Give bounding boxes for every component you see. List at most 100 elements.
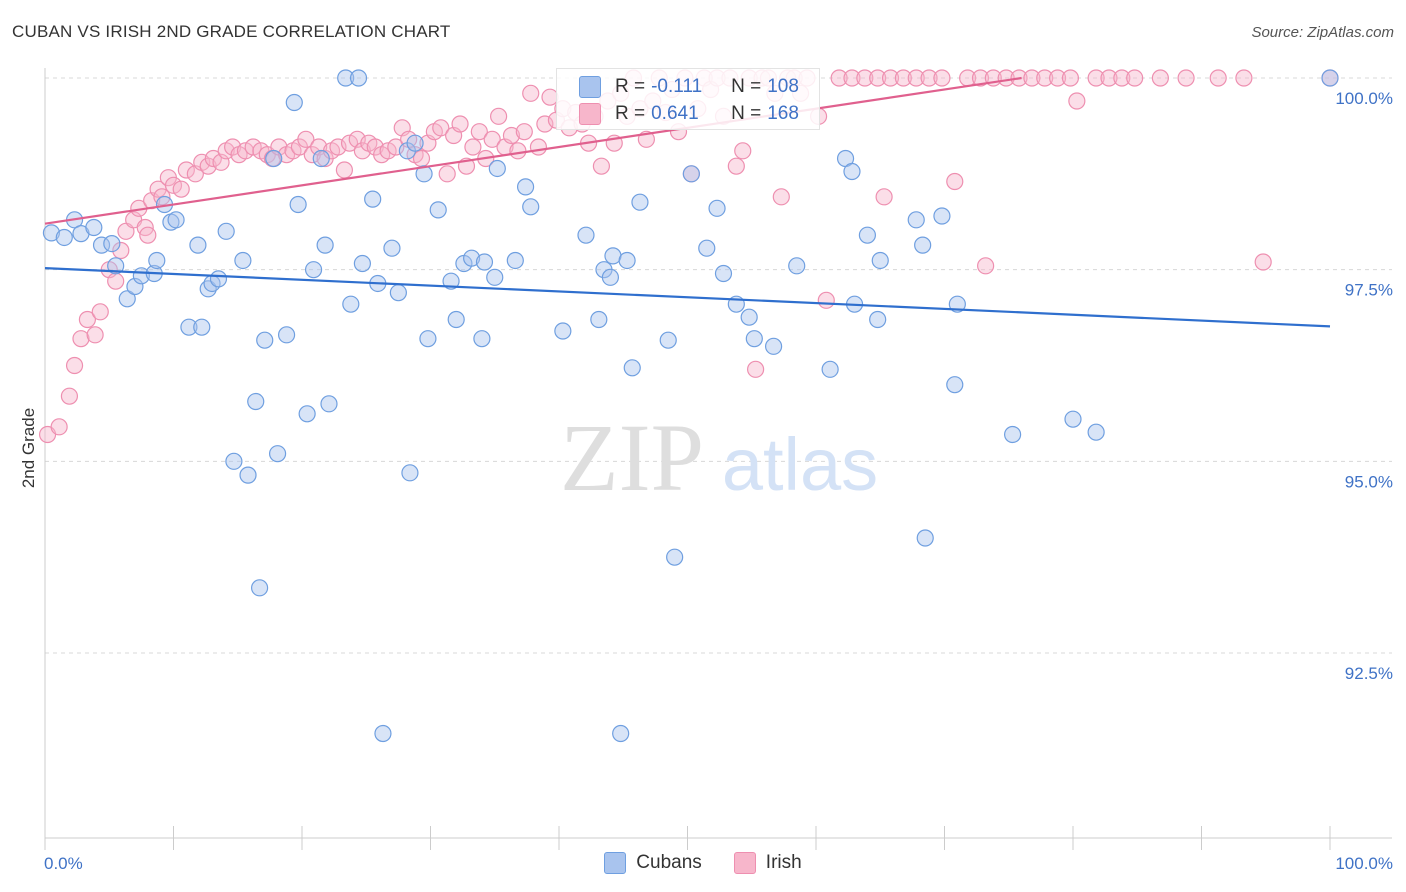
irish-point [529, 138, 548, 156]
irish-point [522, 84, 540, 102]
legend-irish-label: Irish [765, 852, 802, 873]
legend-row-irish: R = 0.641 N = 168 [579, 101, 799, 127]
cubans-point [659, 331, 677, 349]
cubans-point [364, 190, 382, 208]
cubans-point [225, 452, 243, 470]
source-credit: Source: ZipAtlas.com [1251, 24, 1394, 41]
cubans-point [353, 254, 371, 273]
cubans-point [189, 236, 207, 254]
cubans-point [590, 310, 608, 329]
irish-point [139, 226, 157, 244]
cubans-point [516, 178, 535, 196]
irish-point [1061, 69, 1080, 87]
irish-point [920, 69, 938, 87]
irish-point [830, 69, 848, 87]
cubans-points [42, 69, 1339, 743]
irish-point [1254, 253, 1272, 271]
cubans-point [103, 235, 121, 253]
cubans-point [843, 162, 861, 181]
irish-point [1048, 69, 1067, 87]
series-legend: Cubans Irish [0, 852, 1406, 874]
r-label: R = [615, 76, 646, 97]
cubans-point [554, 322, 572, 340]
irish-point [971, 69, 990, 87]
cubans-point [577, 226, 595, 244]
cubans-point [320, 395, 338, 413]
cubans-point [268, 445, 287, 463]
cubans-point [415, 165, 433, 183]
irish-point [502, 126, 521, 145]
irish-point [86, 326, 104, 344]
irish-point [204, 149, 222, 168]
r-value: -0.111 [651, 76, 703, 97]
y-tick-label: 97.5% [1345, 281, 1393, 300]
irish-point [172, 180, 190, 198]
irish-point [1036, 69, 1054, 87]
irish-point [297, 130, 315, 148]
irish-point [50, 418, 68, 436]
cubans-point [337, 69, 355, 87]
cubans-point [682, 165, 700, 183]
legend-item-irish[interactable]: Irish [733, 852, 802, 874]
irish-point [1100, 69, 1118, 87]
legend-row-cubans: R = -0.111 N = 108 [579, 74, 799, 100]
n-label: N = [731, 76, 762, 97]
cubans-point [209, 270, 228, 288]
irish-point [1235, 69, 1253, 87]
cubans-point [406, 134, 424, 152]
irish-point [412, 149, 431, 168]
n-label: N = [731, 103, 762, 124]
cubans-trend-line [44, 267, 1331, 328]
cubans-point [316, 236, 334, 254]
cubans-point [118, 290, 136, 308]
tick-labels: 92.5% 95.0% 97.5% 100.0% 0.0% 100.0% [44, 89, 1393, 873]
cubans-point [871, 251, 889, 270]
irish-point [843, 69, 861, 87]
cubans-point [85, 218, 103, 237]
cubans-point [349, 69, 368, 87]
cubans-point [933, 207, 951, 225]
irish-point [432, 119, 450, 137]
irish-point [881, 69, 900, 87]
cubans-point [167, 211, 185, 229]
irish-point [112, 241, 130, 260]
cubans-point [239, 466, 257, 484]
cubans-point [234, 251, 252, 270]
irish-point [817, 291, 835, 309]
cubans-point [247, 392, 265, 411]
cubans-point [475, 253, 494, 271]
cubans-point [193, 318, 211, 336]
y-tick-label: 100.0% [1335, 89, 1393, 108]
cubans-point [714, 264, 733, 283]
irish-point [856, 69, 874, 87]
irish-point [164, 176, 183, 194]
cubans-point [447, 310, 465, 329]
irish-point [1068, 92, 1086, 110]
cubans-point [869, 310, 887, 329]
cubans-point [948, 295, 966, 313]
watermark: ZIP atlas [560, 404, 878, 511]
irish-point [78, 310, 97, 329]
irish-point [946, 172, 964, 191]
cubans-point [618, 251, 636, 270]
cubans-point [419, 330, 437, 348]
legend-item-cubans[interactable]: Cubans [604, 852, 702, 874]
r-label: R = [615, 103, 646, 124]
cubans-point [250, 579, 269, 597]
cubans-point [265, 149, 283, 168]
irish-point [107, 272, 125, 290]
irish-point [464, 138, 482, 156]
cubans-point [631, 193, 649, 211]
cubans-point [389, 284, 407, 302]
cubans-point [623, 359, 641, 377]
cubans-point [858, 226, 877, 244]
cubans-point [401, 464, 419, 482]
cubans-point [256, 331, 274, 349]
cubans-point [698, 239, 716, 257]
r-value: 0.641 [651, 103, 699, 124]
irish-trend-line [44, 76, 1022, 225]
legend-cubans-label: Cubans [636, 852, 702, 873]
x-tick-label: 0.0% [44, 854, 83, 873]
cubans-point [1321, 69, 1339, 87]
